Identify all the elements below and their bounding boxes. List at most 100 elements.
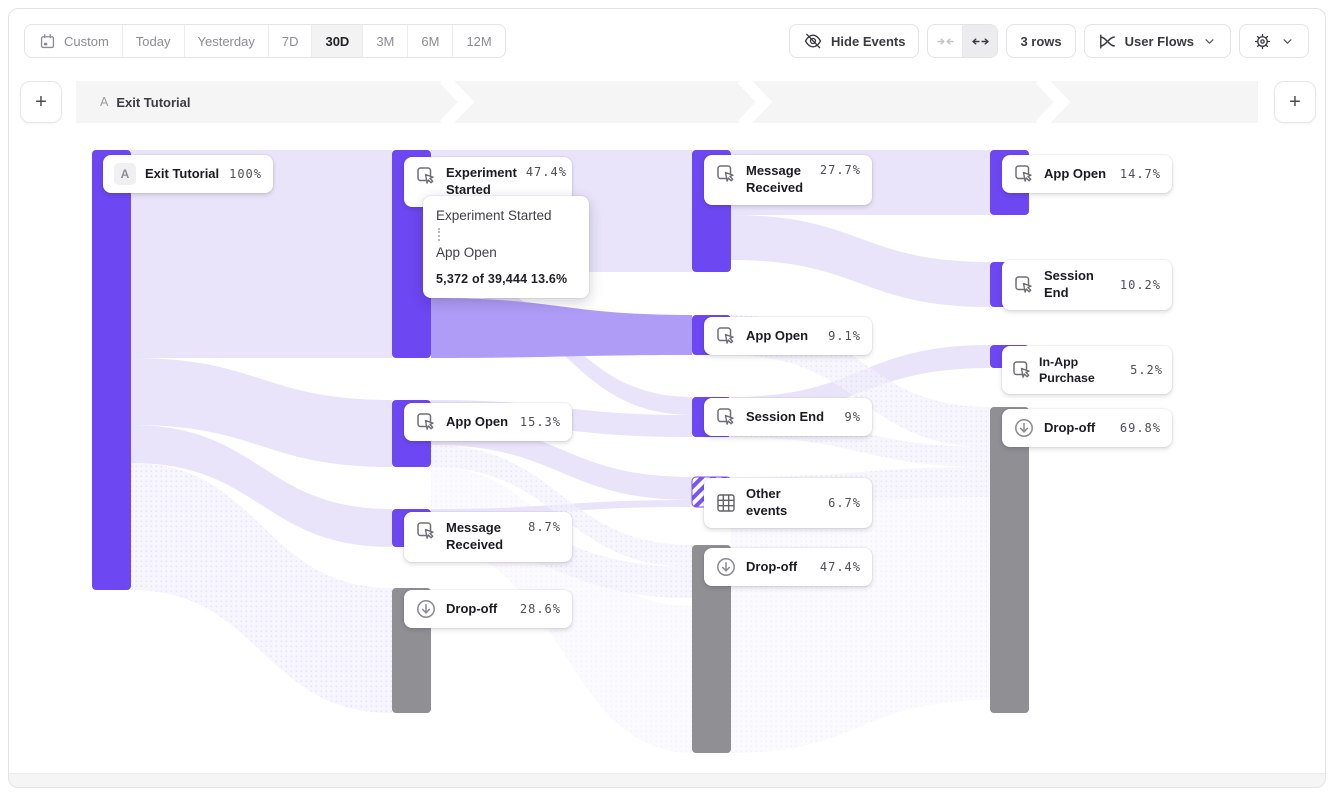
node-bar-exit-tutorial[interactable]	[92, 150, 131, 590]
node-card-dropoff-3[interactable]: Drop-off 47.4%	[704, 548, 872, 586]
user-flows-icon	[1098, 32, 1117, 51]
node-card-message-received-2[interactable]: Message Received 8.7%	[404, 512, 572, 562]
date-range-label: Today	[135, 33, 171, 49]
node-label: App Open	[746, 327, 809, 343]
node-card-app-open-2[interactable]: App Open 15.3%	[404, 403, 572, 441]
node-label: Session End	[746, 408, 825, 424]
date-range-today[interactable]: Today	[122, 25, 185, 57]
date-range-label: 3M	[376, 33, 395, 49]
date-range-yesterday[interactable]: Yesterday	[184, 25, 269, 57]
node-card-other-events[interactable]: Other events 6.7%	[704, 478, 872, 528]
flow-link-experiment-to-appopen-highlighted[interactable]	[431, 298, 692, 358]
step-chevron-separator	[737, 81, 773, 123]
drop-off-icon	[715, 556, 737, 578]
view-type-dropdown[interactable]: User Flows	[1083, 24, 1231, 58]
flow-link-appopen-to-dropoff[interactable]	[431, 445, 692, 567]
node-percent: 14.7%	[1119, 167, 1161, 181]
node-percent: 69.8%	[1119, 421, 1161, 435]
node-card-app-open-4[interactable]: App Open 14.7%	[1002, 155, 1172, 193]
node-bar-dropoff-3[interactable]	[692, 545, 731, 753]
flow-link-dropoff-watermark	[731, 497, 990, 753]
tooltip-conversion-stat: 5,372 of 39,444 13.6%	[436, 272, 568, 287]
event-click-icon	[415, 520, 437, 542]
settings-dropdown[interactable]	[1239, 24, 1309, 58]
collapse-columns-button[interactable]	[928, 25, 962, 57]
node-label: Session End	[1044, 268, 1094, 300]
collapse-expand-toggle	[927, 24, 999, 58]
date-range-label: Custom	[64, 33, 109, 49]
chevron-down-icon	[1280, 34, 1295, 49]
rows-button[interactable]: 3 rows	[1006, 24, 1076, 58]
node-percent: 47.4%	[525, 165, 567, 179]
chevron-down-icon	[1202, 34, 1217, 49]
node-card-session-end-4[interactable]: Session End 10.2%	[1002, 260, 1172, 310]
node-percent: 9.1%	[828, 329, 861, 343]
node-label: App Open	[446, 413, 509, 429]
date-range-label: Yesterday	[197, 33, 255, 49]
hide-events-label: Hide Events	[831, 33, 906, 49]
step-1-header[interactable]: A Exit Tutorial	[100, 81, 191, 123]
date-range-30d[interactable]: 30D	[312, 25, 364, 57]
node-label: Other events	[746, 486, 788, 518]
step-chevron-separator	[1035, 81, 1071, 123]
date-range-3m[interactable]: 3M	[363, 25, 409, 57]
event-click-icon	[1011, 359, 1033, 381]
node-percent: 6.7%	[828, 495, 861, 510]
date-range-12m[interactable]: 12M	[453, 25, 505, 57]
grid-icon	[715, 492, 737, 514]
expand-columns-button[interactable]	[962, 25, 998, 57]
step-badge: A	[100, 95, 109, 109]
node-percent: 27.7%	[819, 163, 861, 177]
expand-arrows-icon	[971, 32, 990, 51]
gear-icon	[1253, 32, 1272, 51]
flow-link-appopen-to-otherevents[interactable]	[431, 422, 692, 500]
link-tooltip: Experiment Started App Open 5,372 of 39,…	[423, 196, 589, 299]
node-card-message-received-3[interactable]: Message Received 27.7%	[704, 155, 872, 205]
node-percent: 100%	[229, 167, 262, 181]
hide-events-button[interactable]: Hide Events	[789, 24, 920, 58]
flow-link-exit-to-appopen[interactable]	[131, 358, 392, 467]
date-range-label: 7D	[281, 33, 299, 49]
node-card-dropoff-4[interactable]: Drop-off 69.8%	[1002, 409, 1172, 447]
node-label: Drop-off	[1044, 419, 1096, 435]
tooltip-source-event: Experiment Started	[436, 208, 552, 223]
add-step-left-button[interactable]: +	[20, 81, 62, 123]
node-label: In-App Purchase	[1039, 355, 1095, 386]
flow-link-exit-to-dropoff[interactable]	[131, 463, 392, 713]
node-bar-dropoff-4[interactable]	[990, 407, 1029, 713]
add-step-right-button[interactable]: +	[1274, 81, 1316, 123]
date-range-7d[interactable]: 7D	[268, 25, 313, 57]
footer-strip	[9, 773, 1325, 787]
tooltip-dotted-connector	[438, 228, 440, 242]
event-click-icon	[1013, 274, 1035, 296]
node-percent: 10.2%	[1119, 277, 1161, 292]
toolbar-right-group: Hide Events 3 rows User Flows	[789, 24, 1309, 58]
node-label: Exit Tutorial	[145, 165, 220, 181]
tooltip-target-event: App Open	[436, 245, 497, 261]
date-range-selector: Custom Today Yesterday 7D 30D 3M 6M 12M	[24, 24, 506, 58]
node-card-exit-tutorial[interactable]: A Exit Tutorial 100%	[103, 155, 273, 193]
flow-link-exit-to-message[interactable]	[131, 425, 392, 547]
node-percent: 15.3%	[519, 415, 561, 429]
node-label: Message Received	[446, 520, 504, 552]
event-click-icon	[415, 411, 437, 433]
node-card-dropoff-2[interactable]: Drop-off 28.6%	[404, 590, 572, 628]
rows-label: 3 rows	[1020, 33, 1062, 49]
calendar-icon	[38, 32, 57, 51]
drop-off-icon	[415, 598, 437, 620]
node-card-session-end-3[interactable]: Session End 9%	[704, 398, 872, 436]
node-label: App Open	[1044, 165, 1107, 181]
event-a-badge: A	[114, 163, 136, 185]
node-percent: 5.2%	[1130, 363, 1163, 378]
node-label: Experiment Started	[446, 165, 517, 197]
view-type-label: User Flows	[1124, 33, 1194, 49]
date-range-custom[interactable]: Custom	[25, 25, 123, 57]
node-card-app-open-3[interactable]: App Open 9.1%	[704, 317, 872, 355]
date-range-6m[interactable]: 6M	[408, 25, 454, 57]
event-click-icon	[415, 165, 437, 187]
step-chevrons	[439, 81, 1071, 123]
step-band: A Exit Tutorial	[76, 81, 1258, 123]
flow-link-exit-to-experiment[interactable]	[131, 150, 392, 358]
node-card-in-app-purchase[interactable]: In-App Purchase 5.2%	[1002, 346, 1172, 395]
flow-link-message-to-sessionend4[interactable]	[731, 215, 990, 307]
